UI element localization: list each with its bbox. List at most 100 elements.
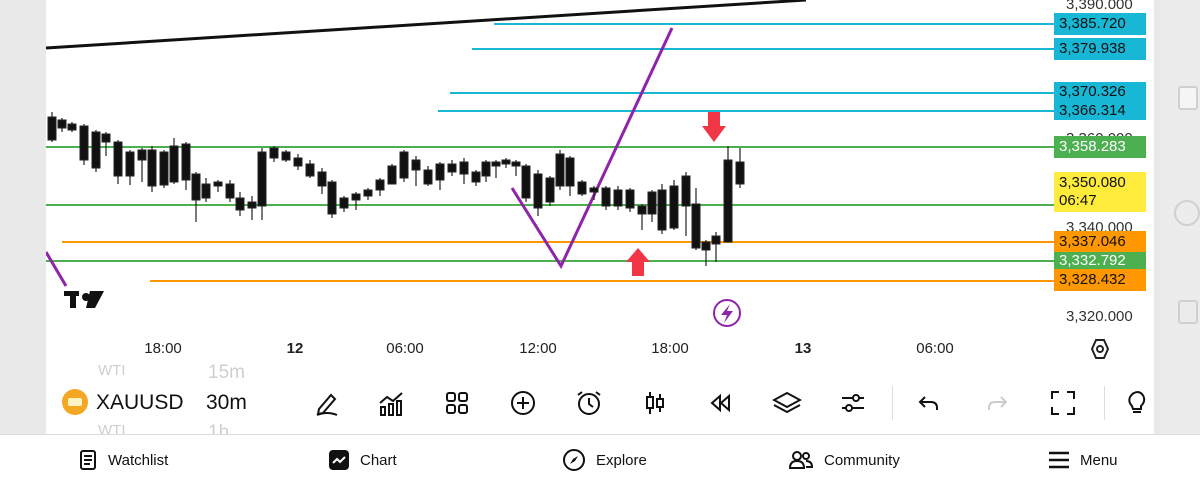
toolbar-divider (892, 386, 893, 420)
candle-body (169, 145, 179, 183)
candle-body (545, 177, 555, 203)
candle-body (481, 161, 491, 177)
bar-countdown: 06:47 (1059, 192, 1097, 209)
candle-body (79, 125, 89, 161)
drawing-pencil-icon[interactable] (310, 386, 344, 420)
time-tick-6: 13 (794, 340, 812, 357)
candle-body (113, 141, 123, 177)
nav-community-label: Community (824, 451, 900, 469)
candle-body (565, 157, 575, 187)
candle-body (577, 181, 587, 195)
nav-chart-label: Chart (360, 451, 397, 469)
candle-body (511, 161, 521, 167)
nav-community[interactable]: Community (788, 435, 900, 485)
indicators-icon[interactable] (374, 386, 408, 420)
candle-body (67, 123, 77, 131)
candle-body (423, 169, 433, 185)
candle-body (501, 159, 511, 165)
symbol-selector[interactable]: WTI XAUUSD WTI (62, 362, 232, 439)
candle-body (201, 183, 211, 199)
candle-body (235, 197, 245, 211)
right-side-strip (1160, 0, 1200, 434)
candle-body (681, 175, 691, 207)
replay-icon[interactable] (704, 386, 738, 420)
symbol-name[interactable]: XAUUSD (96, 391, 184, 414)
fullscreen-icon[interactable] (1046, 386, 1080, 420)
candle-body (701, 241, 711, 251)
candle-body (435, 163, 445, 181)
candle-body (521, 165, 531, 199)
price-tag-orange-2: 3,328.432 (1054, 269, 1146, 291)
candle-body (363, 189, 373, 197)
candle-body (601, 187, 611, 207)
interval-current[interactable]: 30m (206, 391, 247, 414)
trend-line[interactable] (46, 0, 807, 50)
time-tick-3: 06:00 (386, 340, 424, 357)
price-tag-orange-1: 3,337.046 (1054, 231, 1146, 253)
candle-body (281, 151, 291, 161)
price-tick-4: 3,320.000 (1066, 308, 1133, 325)
time-tick-4: 12:00 (519, 340, 557, 357)
nav-menu[interactable]: Menu (1048, 435, 1118, 485)
interval-selector[interactable]: 15m 30m 1h (206, 362, 276, 443)
redo-icon[interactable] (980, 386, 1014, 420)
time-tick-7: 06:00 (916, 340, 954, 357)
watchlist-icon (80, 450, 96, 470)
purple-v-line[interactable] (510, 27, 674, 270)
red-arrow-down (702, 112, 726, 142)
compass-icon (563, 449, 585, 471)
ideas-bulb-icon[interactable] (1120, 386, 1154, 420)
add-icon[interactable] (506, 386, 540, 420)
side-button-3[interactable] (1178, 300, 1198, 324)
side-button-2[interactable] (1174, 200, 1200, 226)
layers-icon[interactable] (770, 386, 804, 420)
candle-body (247, 201, 257, 209)
chart-settings-icon[interactable] (1090, 339, 1110, 359)
candle-body (225, 183, 235, 199)
menu-icon (1049, 451, 1069, 469)
candle-type-icon[interactable] (638, 386, 672, 420)
candle-body (91, 131, 101, 169)
candle-body (533, 173, 543, 209)
price-tick-1: 3,390.000 (1066, 0, 1133, 13)
candle-body (613, 189, 623, 207)
candle-body (375, 179, 385, 191)
candle-body (711, 235, 721, 245)
candle-body (213, 181, 223, 187)
candle-body (657, 189, 667, 231)
time-tick-2: 12 (286, 340, 304, 357)
layouts-grid-icon[interactable] (440, 386, 474, 420)
candles-group (47, 112, 745, 266)
candle-body (181, 143, 191, 181)
settings-sliders-icon[interactable] (836, 386, 870, 420)
candle-body (471, 171, 481, 183)
alert-clock-icon[interactable] (572, 386, 606, 420)
side-button-1[interactable] (1178, 86, 1198, 110)
candle-body (57, 119, 67, 129)
price-tag-cyan-4: 3,366.314 (1054, 101, 1146, 120)
chart-area[interactable]: 3,390.000 3,360.000 3,340.000 3,320.000 … (46, 0, 1154, 368)
purple-line-left[interactable] (46, 251, 68, 287)
candle-body (293, 157, 303, 167)
last-price-value: 3,350.080 (1059, 174, 1126, 191)
candle-body (125, 151, 135, 177)
nav-watchlist[interactable]: Watchlist (78, 435, 168, 485)
lightning-icon[interactable] (713, 299, 741, 327)
interval-faded-above: 15m (208, 362, 245, 383)
undo-icon[interactable] (912, 386, 946, 420)
toolbar-divider-2 (1104, 386, 1105, 420)
chart-canvas[interactable] (46, 0, 1154, 368)
symbol-faded-above: WTI (98, 362, 126, 379)
candle-body (411, 159, 421, 171)
candle-body (387, 165, 397, 185)
nav-explore[interactable]: Explore (562, 435, 647, 485)
candle-body (691, 203, 701, 249)
time-tick-1: 18:00 (144, 340, 182, 357)
price-tag-green-2: 3,332.792 (1054, 252, 1146, 269)
price-tag-last: 3,350.080 06:47 (1054, 172, 1146, 212)
red-arrow-up (626, 248, 650, 276)
nav-chart[interactable]: Chart (328, 435, 397, 485)
candle-body (305, 163, 315, 177)
candle-body (735, 161, 745, 185)
nav-menu-label: Menu (1080, 451, 1118, 469)
